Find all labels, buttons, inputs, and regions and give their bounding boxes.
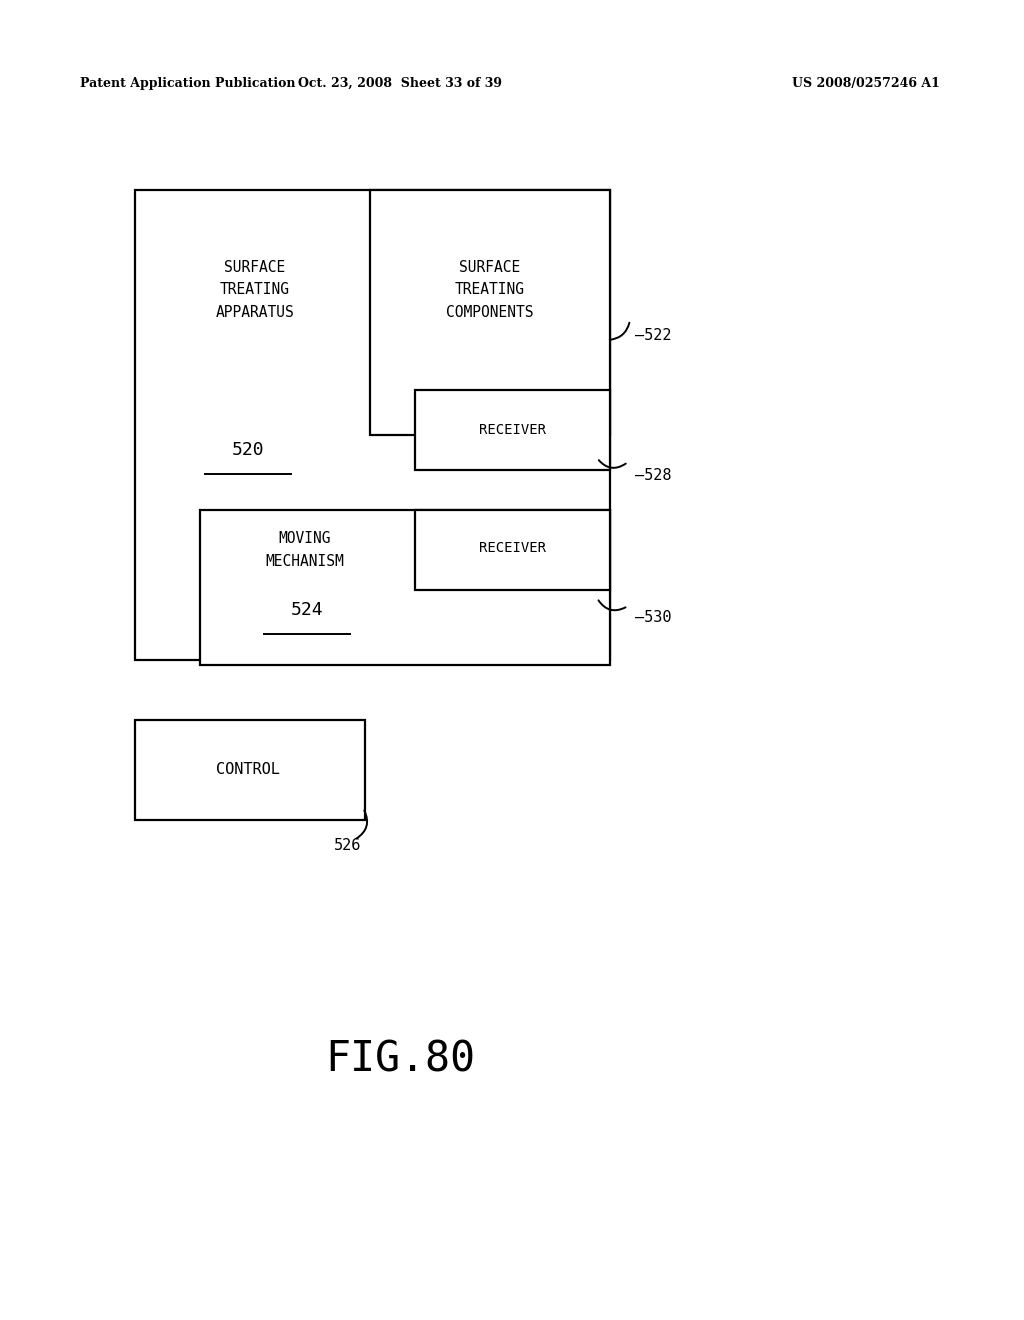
Text: FIG.80: FIG.80 xyxy=(325,1039,475,1081)
Text: CONTROL: CONTROL xyxy=(216,763,280,777)
Text: Patent Application Publication: Patent Application Publication xyxy=(80,77,296,90)
Text: Oct. 23, 2008  Sheet 33 of 39: Oct. 23, 2008 Sheet 33 of 39 xyxy=(298,77,502,90)
Text: SURFACE
TREATING
COMPONENTS: SURFACE TREATING COMPONENTS xyxy=(446,260,534,319)
Text: US 2008/0257246 A1: US 2008/0257246 A1 xyxy=(793,77,940,90)
Text: MOVING
MECHANISM: MOVING MECHANISM xyxy=(265,532,344,569)
Bar xyxy=(415,510,610,590)
Text: 526: 526 xyxy=(334,838,361,853)
Bar xyxy=(135,719,365,820)
Text: RECEIVER: RECEIVER xyxy=(479,422,547,437)
Bar xyxy=(370,190,610,436)
Bar xyxy=(135,190,610,660)
Text: RECEIVER: RECEIVER xyxy=(479,541,547,554)
Bar xyxy=(200,510,610,665)
Text: –530: –530 xyxy=(635,610,672,624)
Text: –528: –528 xyxy=(635,467,672,483)
Text: 520: 520 xyxy=(231,441,264,459)
Text: SURFACE
TREATING
APPARATUS: SURFACE TREATING APPARATUS xyxy=(216,260,294,319)
Text: –522: –522 xyxy=(635,327,672,342)
Bar xyxy=(415,389,610,470)
Text: 524: 524 xyxy=(291,601,324,619)
